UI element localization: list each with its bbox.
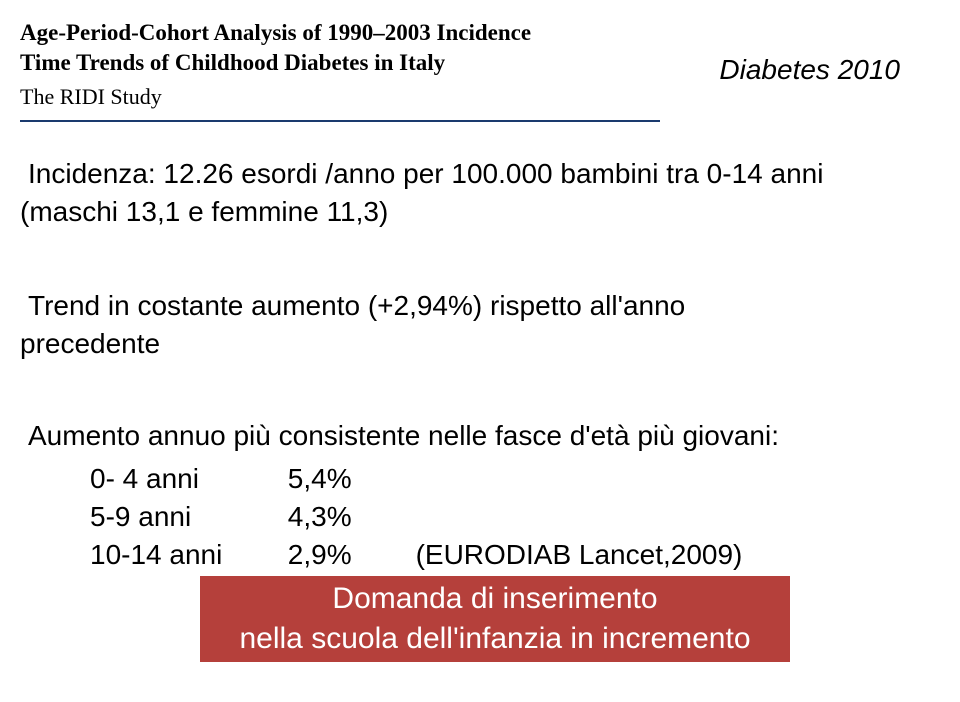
age-value: 5,4% [288, 460, 408, 498]
age-row: 5-9 anni 4,3% [90, 498, 742, 536]
incidence-sub: (maschi 13,1 e femmine 11,3) [20, 196, 388, 228]
trend-line2: precedente [20, 328, 160, 360]
aumento-heading: Aumento annuo più consistente nelle fasc… [28, 420, 779, 452]
age-row: 10-14 anni 2,9% (EURODIAB Lancet,2009) [90, 536, 742, 574]
highlight-line1: Domanda di inserimento [200, 579, 790, 620]
age-label: 10-14 anni [90, 536, 280, 574]
age-label: 0- 4 anni [90, 460, 280, 498]
highlight-line2: nella scuola dell'infanzia in incremento [200, 619, 790, 660]
paper-title-line1: Age-Period-Cohort Analysis of 1990–2003 … [20, 18, 660, 48]
header-box: Age-Period-Cohort Analysis of 1990–2003 … [20, 12, 660, 122]
incidence-line: Incidenza: 12.26 esordi /anno per 100.00… [28, 158, 823, 190]
age-note: (EURODIAB Lancet,2009) [416, 536, 743, 574]
age-value: 2,9% [288, 536, 408, 574]
source-label: Diabetes 2010 [719, 54, 900, 86]
age-label: 5-9 anni [90, 498, 280, 536]
age-table: 0- 4 anni 5,4% 5-9 anni 4,3% 10-14 anni … [90, 460, 742, 574]
highlight-band: Domanda di inserimento nella scuola dell… [200, 576, 790, 662]
paper-title-line2: Time Trends of Childhood Diabetes in Ita… [20, 48, 660, 78]
age-value: 4,3% [288, 498, 408, 536]
trend-line1: Trend in costante aumento (+2,94%) rispe… [28, 290, 685, 322]
paper-subtitle: The RIDI Study [20, 84, 660, 110]
age-row: 0- 4 anni 5,4% [90, 460, 742, 498]
